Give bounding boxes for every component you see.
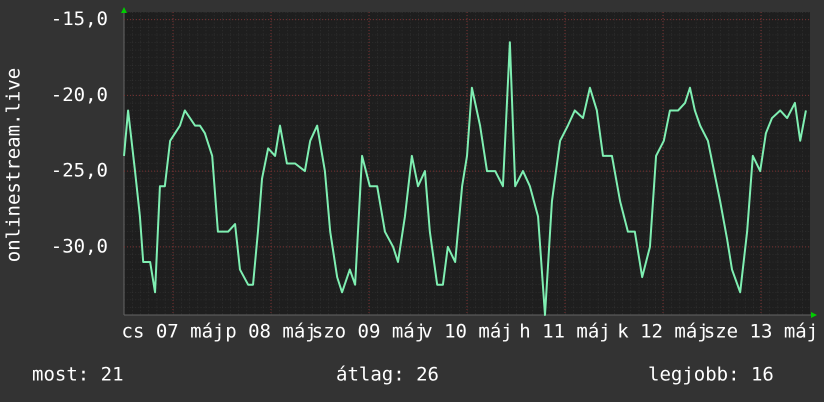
data-line — [123, 41, 807, 316]
x-tick-label: p 08 máj — [225, 321, 317, 343]
y-tick-label: -25,0 — [51, 160, 108, 182]
x-tick-label: szo 09 máj — [312, 321, 426, 343]
footer-current: most: 21 — [32, 364, 124, 386]
footer-average: átlag: 26 — [336, 364, 439, 386]
x-tick-label: sze 13 máj — [704, 321, 818, 343]
footer-best: legjobb: 16 — [648, 364, 774, 386]
x-tick-label: h 11 máj — [519, 321, 611, 343]
y-tick-label: -15,0 — [51, 8, 108, 30]
y-axis-label: onlinestream.live — [3, 68, 25, 262]
y-tick-label: -20,0 — [51, 84, 108, 106]
y-arrow — [121, 7, 127, 13]
x-tick-label: cs 07 máj — [122, 321, 225, 343]
x-tick-label: v 10 máj — [421, 321, 513, 343]
x-arrow — [811, 312, 817, 318]
y-tick-label: -30,0 — [51, 235, 108, 257]
x-tick-label: k 12 máj — [617, 321, 709, 343]
